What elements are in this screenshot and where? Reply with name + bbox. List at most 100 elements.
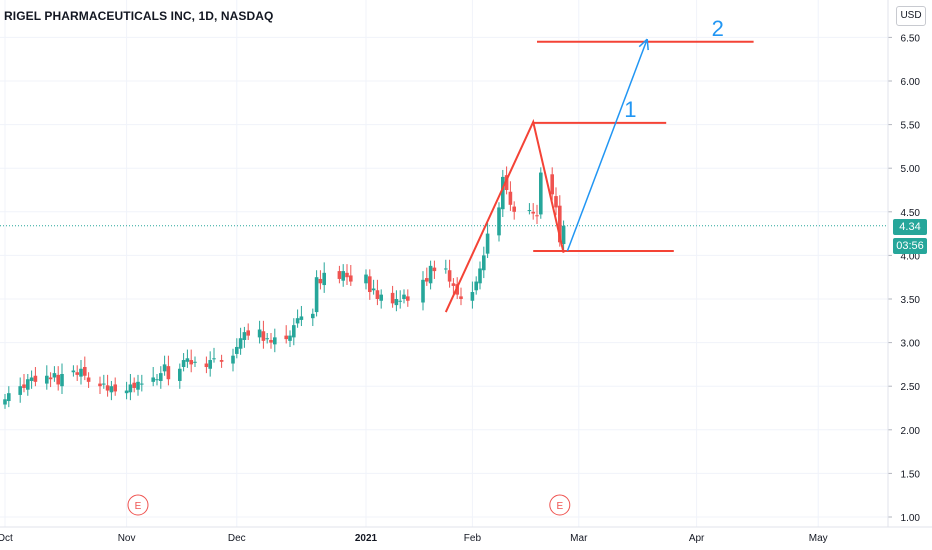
candle-body [341, 271, 345, 281]
candle-body [322, 272, 326, 286]
time-axis[interactable]: Oct Nov Dec 2021 Feb Mar Apr May [0, 526, 932, 544]
candle-body [265, 338, 269, 340]
earnings-event-label: E [556, 501, 563, 512]
candle-body [140, 383, 144, 385]
candle-body [425, 278, 429, 282]
candle-body [7, 393, 11, 402]
candle-body [432, 267, 437, 272]
candle-body [512, 206, 516, 212]
earnings-event-label: E [135, 501, 142, 512]
candle-body [501, 176, 505, 210]
candle-body [550, 174, 554, 195]
candle-body [33, 375, 38, 382]
arrow-head [646, 39, 649, 51]
candle-body [394, 299, 399, 306]
x-tick-label: Mar [570, 533, 588, 544]
chart-title: RIGEL PHARMACEUTICALS INC, 1D, NASDAQ [4, 9, 274, 23]
currency-button[interactable]: USD [896, 6, 926, 26]
candle-body [231, 355, 235, 364]
candle-body [337, 271, 342, 279]
candle-body [257, 329, 262, 338]
candle-body [531, 211, 535, 214]
candle-body [246, 330, 250, 336]
candle-body [558, 205, 562, 243]
candle-body [478, 268, 482, 284]
candle-body [482, 255, 486, 271]
candle-body [447, 270, 452, 282]
x-tick-label: 2021 [355, 533, 378, 544]
last-price-tag: 4.34 [893, 219, 927, 235]
projection-arrow [566, 38, 648, 252]
target-label-1: 1 [624, 97, 636, 122]
candle-body [178, 368, 182, 381]
candle-body [60, 373, 64, 387]
y-tick-label: 4.00 [901, 251, 921, 262]
candle-body [56, 374, 60, 385]
candle-body [398, 300, 402, 302]
candle-body [155, 379, 159, 381]
candle-body [83, 367, 87, 376]
candle-body [371, 288, 376, 291]
candle-body [508, 191, 513, 205]
candle-body [470, 292, 475, 301]
y-tick-label: 6.50 [901, 33, 921, 44]
x-tick-label: Oct [0, 533, 13, 544]
candle-body [124, 390, 129, 394]
candle-body [485, 233, 490, 254]
candle-body [208, 360, 212, 369]
candle-body [22, 384, 26, 388]
candle-body [86, 377, 91, 382]
y-tick-label: 3.50 [901, 295, 921, 306]
candle-body [109, 386, 114, 393]
candle-body [71, 370, 76, 373]
candle-body [504, 175, 509, 190]
candles [3, 166, 566, 409]
y-tick-label: 5.50 [901, 121, 921, 132]
candle-body [554, 196, 558, 208]
countdown-tag: 03:56 [893, 238, 927, 254]
drawings[interactable]: 12 [444, 16, 754, 313]
candle-body [242, 332, 247, 340]
candle-body [314, 277, 319, 313]
candle-body [238, 338, 243, 349]
candle-body [128, 384, 133, 393]
y-tick-label: 2.50 [901, 382, 921, 393]
candle-body [212, 358, 216, 360]
candle-body [269, 339, 273, 343]
x-tick-label: Apr [689, 533, 705, 544]
candle-body [235, 346, 239, 354]
candle-body [162, 364, 167, 372]
y-tick-label: 5.00 [901, 164, 921, 175]
candle-body [185, 358, 190, 362]
candle-body [390, 292, 395, 304]
candle-body [113, 384, 117, 392]
candle-body [421, 279, 425, 303]
candle-body [48, 377, 53, 380]
x-tick-label: Nov [118, 533, 136, 544]
y-tick-label: 2.00 [901, 426, 921, 437]
x-tick-label: Feb [464, 533, 482, 544]
candle-body [29, 377, 34, 381]
earnings-event-icon [127, 494, 149, 516]
candle-body [527, 210, 532, 212]
candle-body [311, 313, 315, 319]
price-axis[interactable]: 1.00 1.50 2.00 2.50 3.00 3.50 4.00 4.50 5.00 5.50… [887, 0, 921, 527]
candle-body [75, 372, 79, 375]
candle-body [299, 316, 304, 320]
candle-body [535, 215, 539, 217]
candle-body [474, 281, 478, 291]
grid [0, 0, 888, 527]
candle-body [151, 377, 155, 382]
candle-body [379, 294, 383, 301]
target-label-2: 2 [712, 16, 724, 41]
candle-body [459, 296, 463, 299]
candle-body [3, 399, 7, 405]
candle-body [166, 366, 171, 380]
candle-body [428, 265, 433, 284]
candle-body [497, 207, 501, 236]
candle-body [451, 283, 456, 286]
candle-body [219, 360, 224, 362]
candle-body [368, 276, 372, 293]
candle-body [345, 272, 349, 278]
